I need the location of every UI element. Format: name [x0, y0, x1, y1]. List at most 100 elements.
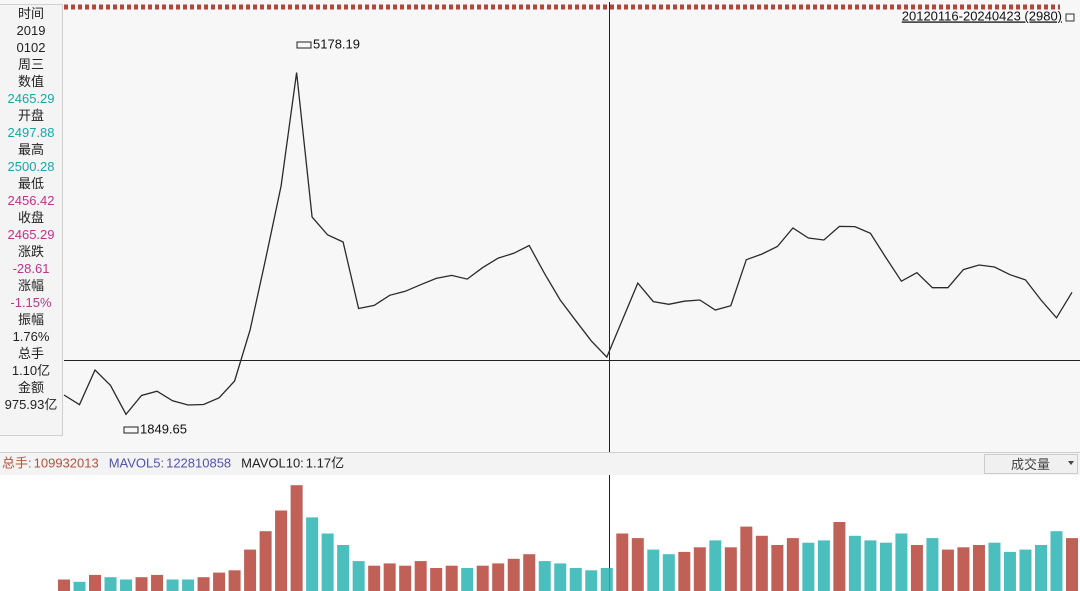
volume-bar [306, 517, 319, 591]
volume-bar [538, 561, 551, 591]
volume-bar [786, 538, 799, 591]
volume-bar [461, 568, 474, 591]
volume-bar [802, 542, 815, 591]
volume-bar [104, 577, 117, 591]
volume-bar [321, 533, 334, 591]
volume-bar [616, 533, 629, 591]
volume-bar [817, 540, 830, 591]
info-value: -28.61 [12, 261, 50, 276]
volume-bar [848, 535, 861, 591]
volume-bar [244, 549, 257, 591]
volume-bar [957, 547, 970, 591]
info-value: 975.93亿 [4, 397, 58, 412]
info-value: 1.10亿 [11, 363, 51, 378]
volume-header-label: MAVOL5: [109, 455, 164, 470]
volume-bar [600, 568, 613, 591]
volume-bar [662, 554, 675, 591]
info-value: 2019 [16, 23, 46, 38]
volume-bar [740, 526, 753, 591]
info-value: 2465.29 [7, 91, 55, 106]
volume-bar [523, 554, 536, 591]
volume-header-label: 总手: [2, 455, 32, 470]
volume-bar [895, 533, 908, 591]
volume-bar [988, 542, 1001, 591]
volume-bar [647, 549, 660, 591]
volume-bar [151, 574, 164, 591]
info-label: 涨跌 [17, 244, 44, 259]
volume-bar [492, 563, 505, 591]
volume-bar [368, 565, 381, 591]
volume-bar [910, 545, 923, 591]
info-label: 时间 [17, 6, 44, 21]
info-label: 最高 [17, 142, 44, 157]
info-label: 数值 [17, 74, 44, 89]
info-label: 振幅 [17, 312, 44, 327]
volume-bar [445, 565, 458, 591]
volume-bar [755, 535, 768, 591]
info-value: 2456.42 [7, 193, 55, 208]
volume-bar [833, 522, 846, 591]
price-panel [0, 0, 1080, 452]
volume-bar [678, 551, 691, 591]
volume-bar [399, 565, 412, 591]
volume-bar [1066, 538, 1078, 591]
low-marker [123, 426, 139, 434]
volume-bar [771, 545, 784, 591]
volume-bar [554, 563, 567, 591]
volume-bar [569, 568, 582, 591]
volume-bar [631, 538, 644, 591]
volume-header-value: 122810858 [166, 455, 231, 470]
volume-bar [275, 510, 288, 591]
volume-bar [926, 538, 939, 591]
info-value: 0102 [16, 40, 46, 55]
info-value: 2465.29 [7, 227, 55, 242]
info-value: 2497.88 [7, 125, 55, 140]
volume-bar [58, 579, 70, 591]
volume-bar [724, 547, 737, 591]
volume-bar [709, 540, 722, 591]
volume-bar [972, 545, 985, 591]
volume-bar [414, 561, 427, 591]
indicator-select[interactable]: 成交量 [984, 454, 1078, 474]
info-label: 最低 [17, 176, 44, 191]
volume-bar [89, 574, 102, 591]
volume-bar [135, 577, 148, 591]
volume-header-label: MAVOL10: [241, 455, 304, 470]
volume-bar [879, 542, 892, 591]
volume-bar [507, 558, 520, 591]
volume-header-bar [0, 453, 1080, 475]
volume-header: 总手: 109932013 MAVOL5: 122810858 MAVOL10: 1.17… [2, 455, 344, 470]
volume-bar [585, 570, 598, 591]
volume-bar [197, 577, 210, 591]
high-marker [296, 41, 312, 49]
volume-bar [73, 581, 86, 591]
lock-icon [1065, 13, 1075, 22]
high-label: 5178.19 [313, 36, 360, 51]
volume-bar [1019, 549, 1032, 591]
volume-bar [430, 568, 443, 591]
info-value: -1.15% [10, 295, 52, 310]
volume-bar [864, 540, 877, 591]
volume-bar [259, 531, 272, 591]
info-label: 涨幅 [17, 278, 44, 293]
price-line [63, 72, 1073, 416]
volume-bar [476, 565, 489, 591]
volume-bar [120, 579, 133, 591]
volume-bar [182, 579, 195, 591]
info-label: 收盘 [17, 210, 44, 225]
volume-bar [228, 570, 241, 591]
volume-bar [337, 545, 350, 591]
volume-bar [352, 561, 365, 591]
range-label: 20120116-20240423 (2980) [902, 8, 1062, 23]
volume-bar [383, 563, 396, 591]
volume-bar [1050, 531, 1063, 591]
info-label: 开盘 [17, 108, 44, 123]
volume-bar [693, 547, 706, 591]
info-value: 2500.28 [7, 159, 55, 174]
info-label: 总手 [17, 346, 44, 361]
volume-bar [1034, 545, 1047, 591]
info-label: 金额 [17, 380, 44, 395]
volume-bar [1003, 551, 1016, 591]
volume-header-value: 1.17亿 [306, 455, 344, 470]
